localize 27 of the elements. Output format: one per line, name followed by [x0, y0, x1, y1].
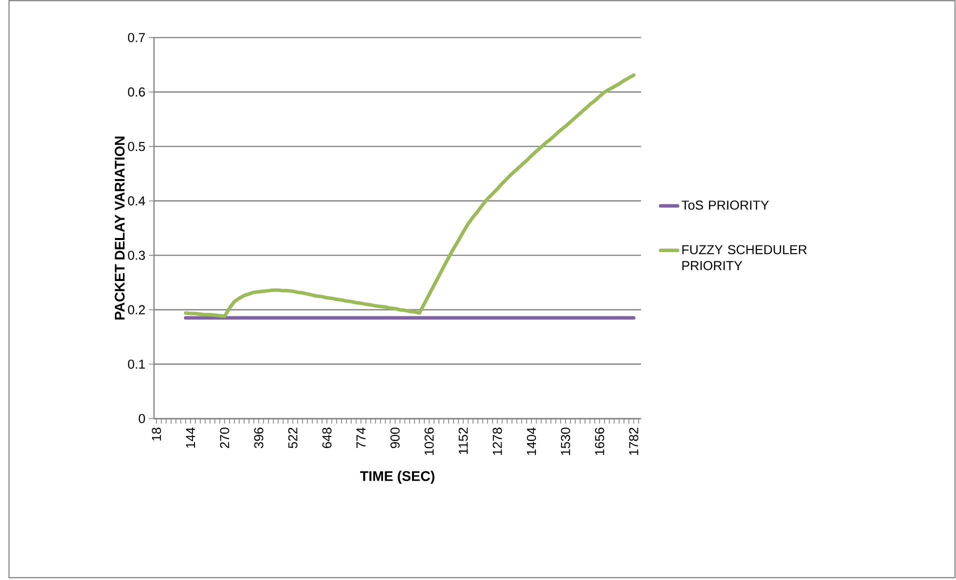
x-tick-label: 270 — [220, 428, 230, 448]
x-tick-label: 900 — [390, 428, 400, 448]
y-tick-label: 0.4 — [128, 196, 146, 206]
x-tick-label: 774 — [356, 428, 366, 448]
x-tick-label: 1152 — [458, 428, 468, 454]
x-tick-label: 1656 — [595, 428, 604, 456]
y-tick-label: 0.1 — [128, 360, 145, 369]
x-tick-label: 18 — [152, 428, 162, 441]
x-axis-title: TIME (SEC) — [360, 470, 434, 484]
legend-label: ToS PRIORITY — [682, 200, 769, 210]
y-tick-label: 0.5 — [128, 142, 145, 152]
legend-label: FUZZY SCHEDULER PRIORITY — [682, 245, 807, 270]
y-axis-title: PACKET DELAY VARIATION — [114, 136, 125, 320]
x-tick-label: 1278 — [492, 428, 502, 456]
y-tick-label: 0.6 — [128, 88, 145, 97]
x-tick-label: 648 — [322, 428, 332, 448]
x-tick-label: 1530 — [560, 428, 570, 456]
x-tick-label: 144 — [186, 428, 195, 448]
y-tick-label: 0.7 — [128, 33, 145, 42]
y-tick-label: 0.3 — [128, 250, 145, 260]
y-tick-label: 0 — [138, 414, 145, 424]
x-tick-label: 1404 — [526, 428, 536, 456]
x-tick-label: 1782 — [629, 428, 638, 456]
x-tick-label: 522 — [288, 428, 298, 448]
x-tick-label: 1026 — [424, 428, 434, 456]
x-tick-label: 396 — [254, 428, 264, 448]
y-tick-label: 0.2 — [128, 305, 145, 315]
